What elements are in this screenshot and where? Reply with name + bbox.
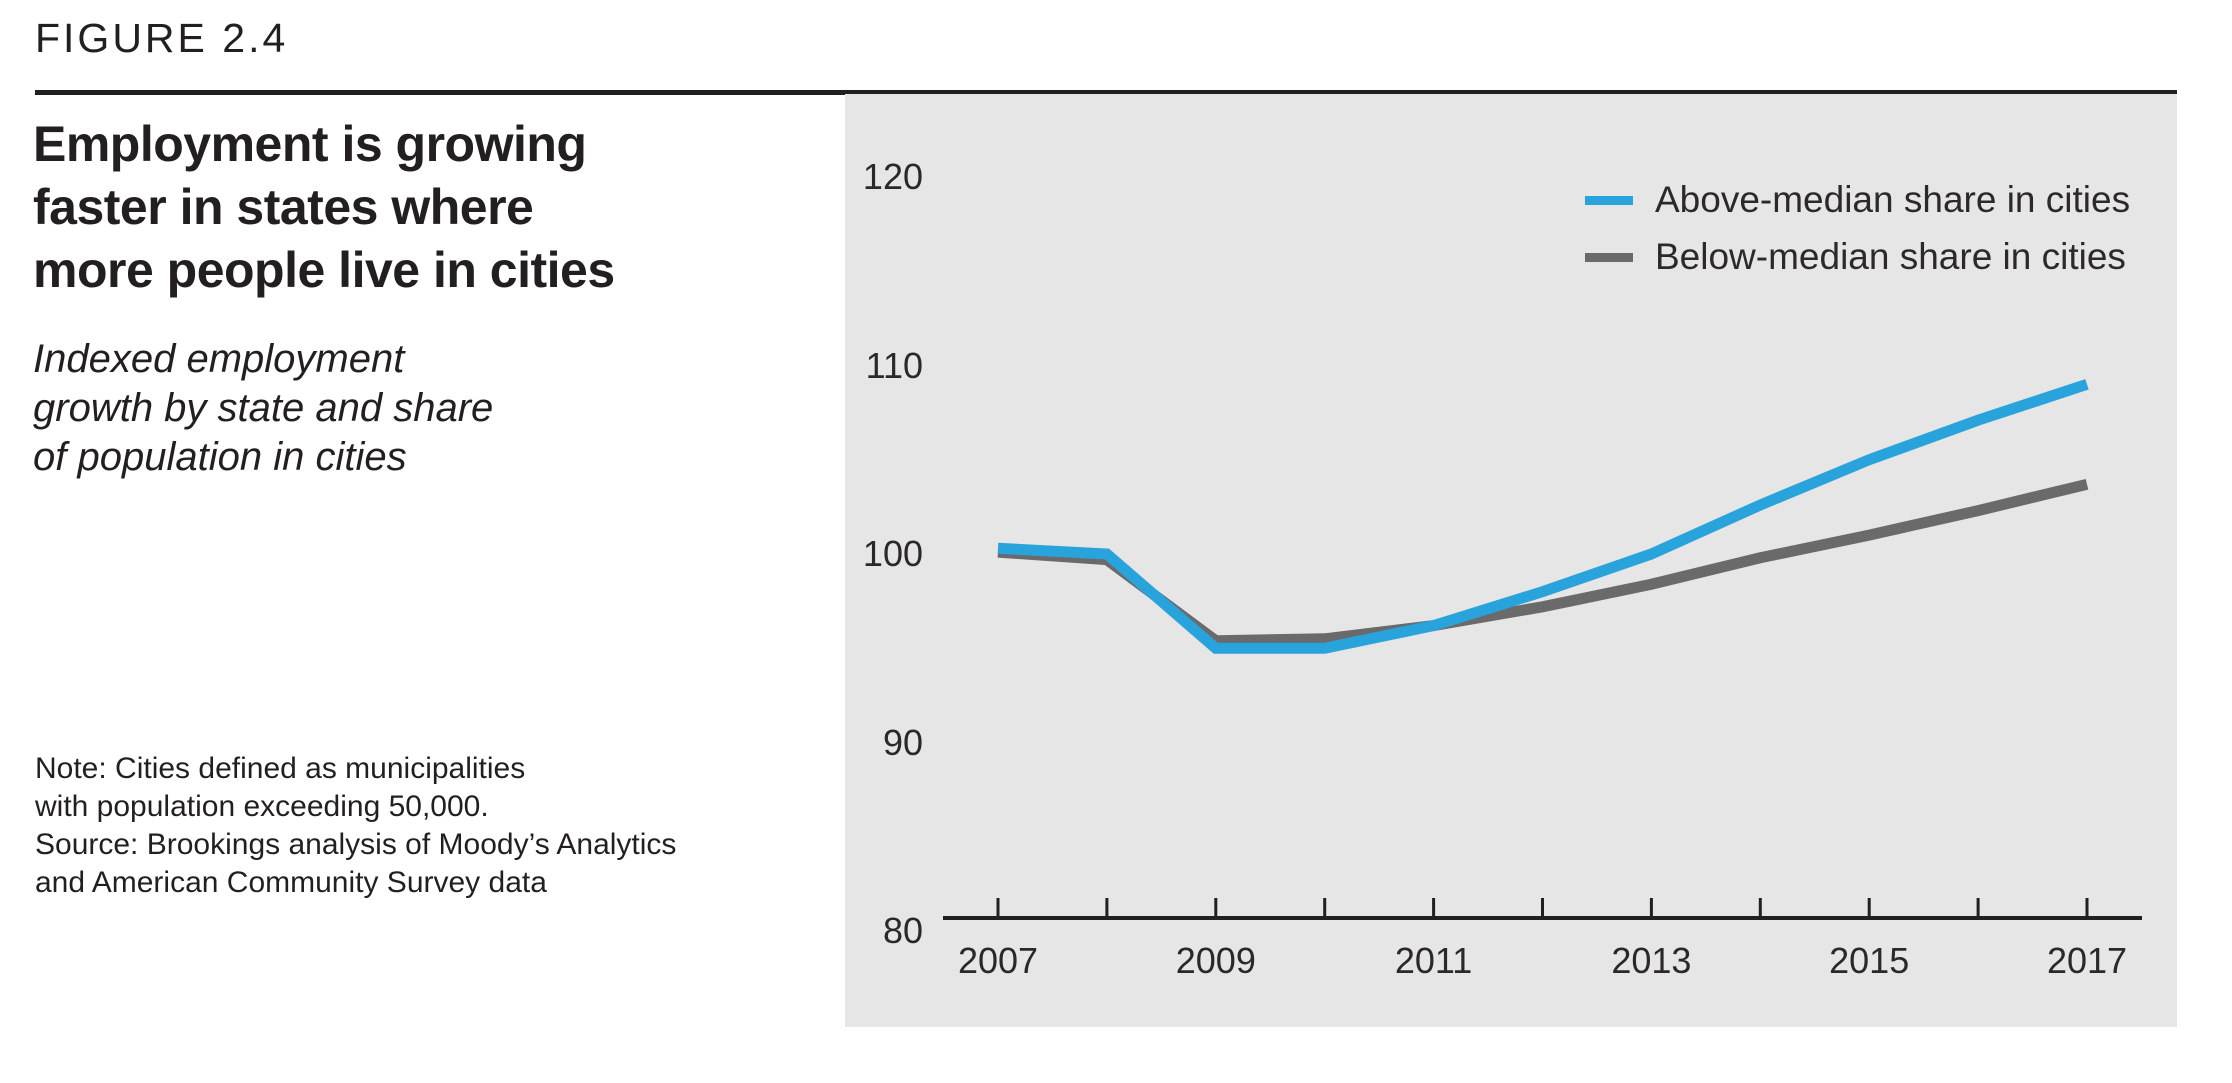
note-line-2: with population exceeding 50,000. <box>35 790 489 823</box>
chart-title-line-2: faster in states where <box>33 179 534 235</box>
chart-title-line-1: Employment is growing <box>33 116 587 172</box>
y-axis-label: 90 <box>882 721 923 763</box>
x-axis-label: 2011 <box>1394 940 1473 981</box>
legend-label-below-median: Below-median share in cities <box>1655 236 2126 277</box>
x-axis-label: 2017 <box>2046 940 2128 981</box>
y-axis-label: 110 <box>865 344 923 386</box>
legend-swatch-above-median <box>1585 196 1633 205</box>
series-line-above-median <box>997 379 2089 654</box>
chart-title: Employment is growing faster in states w… <box>33 113 615 302</box>
x-axis-label: 2013 <box>1611 940 1692 981</box>
y-axis-label: 120 <box>862 156 923 197</box>
y-axis-label: 100 <box>862 533 923 574</box>
source-line-1: Source: Brookings analysis of Moody’s An… <box>35 828 677 861</box>
note-line-1: Note: Cities defined as municipalities <box>35 752 526 785</box>
y-axis-label: 80 <box>882 910 923 951</box>
chart-subtitle: Indexed employment growth by state and s… <box>33 335 493 482</box>
legend-label-above-median: Above-median share in cities <box>1655 179 2131 220</box>
legend-swatch-below-median <box>1585 253 1633 262</box>
note-and-source: Note: Cities defined as municipalities w… <box>35 750 676 902</box>
x-axis-label: 2009 <box>1175 940 1256 981</box>
series-line-below-median <box>997 478 2089 647</box>
chart-subtitle-line-3: of population in cities <box>33 435 407 479</box>
chart-canvas <box>943 379 2142 920</box>
plot-area: Above-median share in cities Below-median… <box>845 94 2177 1027</box>
x-axis-label: 2007 <box>957 940 1039 981</box>
source-line-2: and American Community Survey data <box>35 866 547 899</box>
x-axis-label: 2015 <box>1829 940 1910 981</box>
chart-subtitle-line-2: growth by state and share <box>33 386 494 430</box>
header-rule <box>35 90 2177 95</box>
chart-subtitle-line-1: Indexed employment <box>33 337 405 381</box>
chart-title-line-3: more people live in cities <box>33 242 615 298</box>
figure-label: FIGURE 2.4 <box>35 15 289 61</box>
